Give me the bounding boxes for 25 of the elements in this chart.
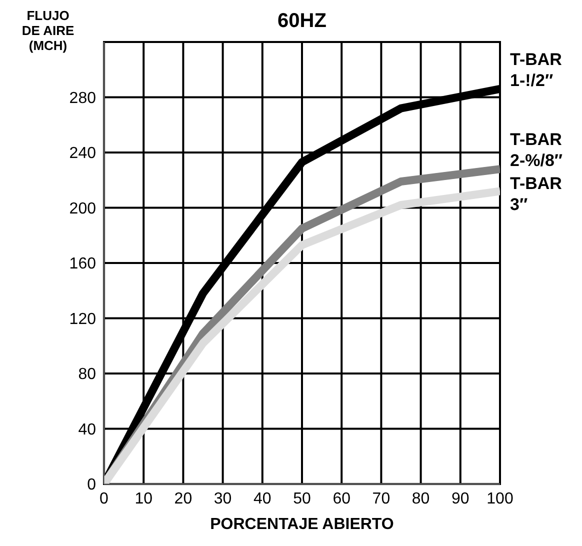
x-tick-label: 90 [452, 490, 470, 508]
y-tick-label: 280 [69, 90, 96, 107]
y-tick-label: 240 [69, 145, 96, 162]
x-tick-label: 70 [372, 490, 390, 508]
y-tick-label: 80 [78, 366, 96, 384]
y-tick-label: 0 [87, 476, 96, 494]
x-tick-label: 80 [412, 490, 430, 508]
x-tick-label: 30 [214, 490, 232, 508]
chart-title: 60HZ [276, 10, 328, 33]
x-axis-title: PORCENTAJE ABIERTO [209, 516, 395, 534]
series-label: T-BAR 1-!/2″ [510, 48, 562, 91]
y-tick-label: 160 [69, 256, 96, 273]
y-axis-title: FLUJO DE AIRE (MCH) [20, 8, 76, 53]
x-tick-label: 60 [332, 490, 351, 508]
x-tick-label: 100 [486, 490, 514, 508]
x-tick-label: 50 [293, 490, 311, 508]
y-tick-label: 200 [69, 200, 96, 218]
x-tick-label: 20 [174, 490, 192, 508]
y-tick-label: 120 [69, 310, 96, 328]
series-label: T-BAR 2-%/8″ [510, 129, 563, 172]
x-tick-label: 10 [134, 490, 153, 508]
x-tick-label: 0 [100, 490, 109, 508]
series-label: T-BAR 3″ [510, 173, 562, 216]
x-tick-label: 40 [254, 490, 272, 508]
y-tick-label: 40 [78, 421, 96, 438]
